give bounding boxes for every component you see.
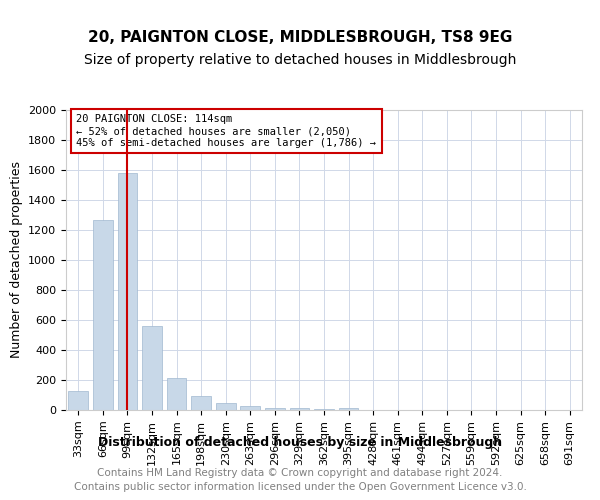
- Bar: [339, 408, 358, 410]
- Bar: [216, 402, 236, 410]
- Text: 20 PAIGNTON CLOSE: 114sqm
← 52% of detached houses are smaller (2,050)
45% of se: 20 PAIGNTON CLOSE: 114sqm ← 52% of detac…: [76, 114, 376, 148]
- Bar: [167, 378, 187, 410]
- Text: Contains HM Land Registry data © Crown copyright and database right 2024.: Contains HM Land Registry data © Crown c…: [97, 468, 503, 477]
- Text: Distribution of detached houses by size in Middlesbrough: Distribution of detached houses by size …: [98, 436, 502, 449]
- Bar: [241, 406, 260, 410]
- Bar: [142, 326, 162, 410]
- Text: Contains public sector information licensed under the Open Government Licence v3: Contains public sector information licen…: [74, 482, 526, 492]
- Text: 20, PAIGNTON CLOSE, MIDDLESBROUGH, TS8 9EG: 20, PAIGNTON CLOSE, MIDDLESBROUGH, TS8 9…: [88, 30, 512, 45]
- Bar: [191, 396, 211, 410]
- Y-axis label: Number of detached properties: Number of detached properties: [10, 162, 23, 358]
- Text: Size of property relative to detached houses in Middlesbrough: Size of property relative to detached ho…: [84, 53, 516, 67]
- Bar: [68, 390, 88, 410]
- Bar: [118, 173, 137, 410]
- Bar: [265, 408, 284, 410]
- Bar: [93, 220, 113, 410]
- Bar: [314, 408, 334, 410]
- Bar: [290, 408, 309, 410]
